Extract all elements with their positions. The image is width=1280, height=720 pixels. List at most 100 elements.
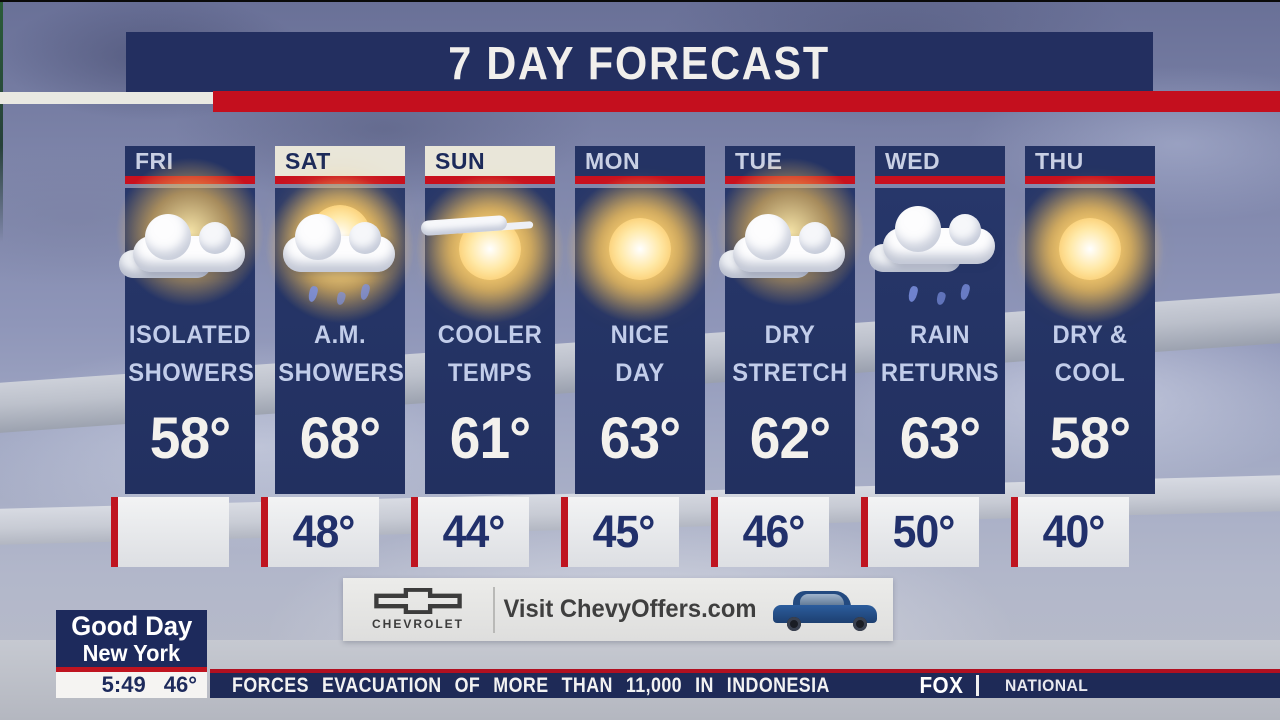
chevrolet-logo: CHEVROLET (343, 588, 493, 631)
day-header: SUN (425, 146, 555, 176)
title-stripe-white (0, 92, 213, 104)
title-stripe-red (213, 91, 1280, 112)
condition-text: DRY STRETCH (725, 316, 855, 392)
condition-line-2: DAY (615, 359, 665, 387)
low-temp-box: 46° (711, 497, 829, 567)
sun-icon (609, 218, 671, 280)
station-logo-red-bar (56, 667, 207, 672)
ticker-right-section: FOX NATIONAL (917, 672, 1280, 698)
forecast-columns: FRI ISOLATED SHOWERS 58° (111, 146, 1165, 567)
forecast-day-column-mon: MON NICE DAY 63° (561, 146, 715, 567)
condition-line-1: DRY (764, 321, 816, 349)
condition-line-2: SHOWERS (278, 359, 405, 387)
condition-line-1: COOLER (437, 321, 543, 349)
forecast-day-column-wed: WED RAIN RETURNS 63° (861, 146, 1005, 567)
forecast-day-column-thu: THU DRY & COOL 58° (1011, 146, 1165, 567)
day-label: MON (585, 147, 641, 174)
ticker-headline: FORCES EVACUATION OF MORE THAN 11,000 IN… (232, 673, 830, 697)
cloud-front-icon (133, 214, 245, 272)
condition-text: DRY & COOL (1025, 316, 1155, 392)
low-temp-box (111, 497, 229, 567)
day-body: NICE DAY 63° (565, 174, 715, 494)
ticker-red-stripe (210, 669, 1280, 673)
high-temp: 58° (149, 406, 231, 471)
ad-divider (493, 586, 495, 633)
low-temp-red-bar (411, 497, 418, 567)
condition-text: A.M. SHOWERS (275, 316, 405, 392)
news-ticker: FORCES EVACUATION OF MORE THAN 11,000 IN… (210, 672, 1280, 698)
high-temp: 63° (599, 406, 681, 471)
top-edge (0, 0, 1280, 2)
low-temp-box: 44° (411, 497, 529, 567)
condition-line-1: A.M. (313, 321, 367, 349)
station-logo: Good Day New York (56, 610, 207, 667)
low-temp-red-bar (861, 497, 868, 567)
day-red-bar (875, 176, 1005, 184)
condition-text: RAIN RETURNS (875, 316, 1005, 392)
low-temp: 40° (1042, 506, 1106, 557)
clock-time: 5:49 (101, 672, 146, 697)
day-label: THU (1035, 147, 1084, 174)
day-body: RAIN RETURNS 63° (869, 188, 1005, 494)
weather-icon (565, 174, 715, 324)
low-temp-red-bar (261, 497, 268, 567)
weather-icon (869, 188, 1005, 310)
forecast-day-column-tue: TUE DRY STRETCH 62° (711, 146, 865, 567)
low-temp: 46° (742, 506, 806, 557)
condition-text: COOLER TEMPS (425, 316, 555, 392)
low-temp-red-bar (111, 497, 118, 567)
forecast-day-column-sun: SUN COOLER TEMPS 61° (411, 146, 565, 567)
day-header: THU (1025, 146, 1155, 176)
day-body: COOLER TEMPS 61° (415, 174, 565, 494)
ticker-category: NATIONAL (1005, 675, 1089, 695)
weather-icon (1015, 174, 1165, 324)
forecast-day-column-sat: SAT A.M. SHOWERS 68° (261, 146, 415, 567)
condition-line-2: RETURNS (880, 359, 1000, 387)
ad-banner[interactable]: CHEVROLET Visit ChevyOffers.com (343, 578, 893, 641)
station-logo-line2: New York (82, 639, 181, 666)
chevrolet-wordmark: CHEVROLET (371, 617, 464, 631)
low-temp-box: 45° (561, 497, 679, 567)
low-temp-red-bar (711, 497, 718, 567)
page-title: 7 DAY FORECAST (448, 37, 831, 89)
condition-line-1: DRY & (1052, 321, 1128, 349)
station-logo-line1: Good Day (70, 611, 193, 642)
chevrolet-bowtie-icon (374, 588, 462, 614)
day-body: DRY & COOL 58° (1015, 174, 1165, 494)
low-temp-red-bar (561, 497, 568, 567)
ad-message: Visit ChevyOffers.com (503, 595, 757, 623)
weather-icon (415, 174, 565, 324)
low-temp-box: 48° (261, 497, 379, 567)
condition-line-1: ISOLATED (128, 321, 252, 349)
weather-icon (115, 157, 265, 310)
rain-drops-icon (875, 283, 1005, 310)
condition-line-1: RAIN (910, 321, 970, 349)
weather-icon (715, 157, 865, 310)
day-body: A.M. SHOWERS 68° (265, 174, 415, 494)
day-label: SAT (285, 147, 331, 174)
weather-icon (265, 174, 415, 324)
suv-car-icon (765, 585, 885, 635)
condition-line-2: COOL (1054, 359, 1126, 387)
day-header: WED (875, 146, 1005, 176)
day-header: MON (575, 146, 705, 176)
high-temp: 62° (749, 406, 831, 471)
condition-text: NICE DAY (575, 316, 705, 392)
day-body: DRY STRETCH 62° (715, 157, 865, 494)
high-temp: 58° (1049, 406, 1131, 471)
day-label: WED (885, 147, 941, 174)
ticker-divider (976, 675, 979, 696)
condition-line-1: NICE (610, 321, 670, 349)
low-temp: 44° (442, 506, 506, 557)
forecast-title-bar: 7 DAY FORECAST (126, 32, 1153, 94)
day-label: SUN (435, 147, 486, 174)
low-temp: 45° (592, 506, 656, 557)
cloud-front-icon (283, 214, 395, 272)
condition-text: ISOLATED SHOWERS (125, 316, 255, 392)
condition-line-2: STRETCH (732, 359, 848, 387)
day-body: ISOLATED SHOWERS 58° (115, 157, 265, 494)
condition-line-2: SHOWERS (128, 359, 255, 387)
high-temp: 61° (449, 406, 531, 471)
low-temp: 48° (292, 506, 356, 557)
